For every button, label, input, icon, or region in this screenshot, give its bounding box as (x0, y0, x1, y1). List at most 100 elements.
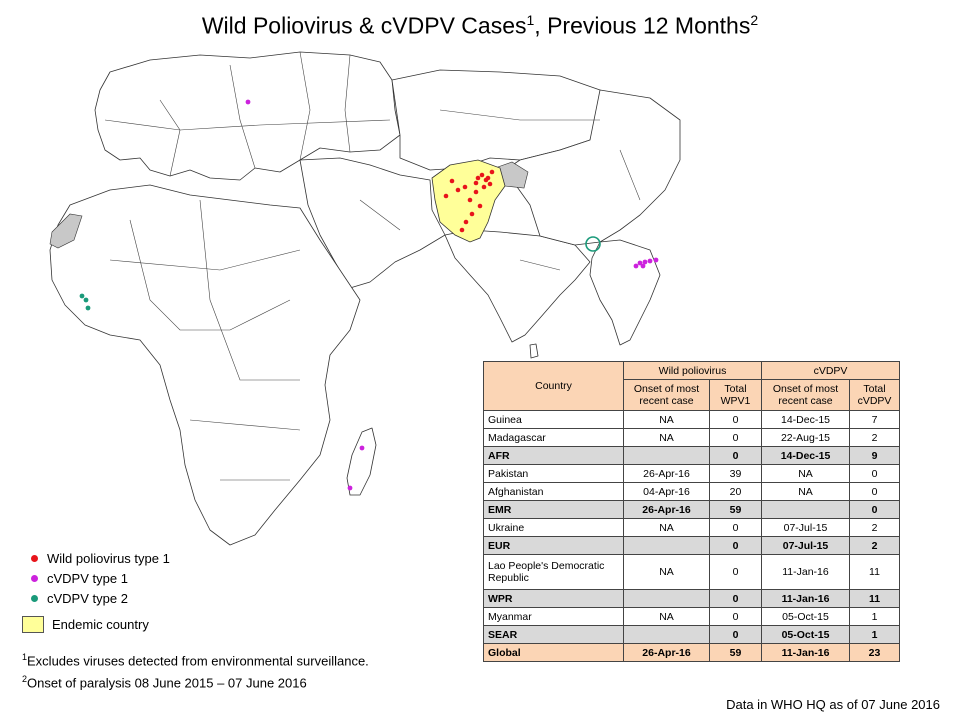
cell-c-onset: 11-Jan-16 (761, 643, 850, 662)
cell-c-onset: 22-Aug-15 (761, 428, 850, 447)
cell-country: AFR (483, 446, 624, 465)
col-wild-total: Total WPV1 (709, 379, 762, 411)
cell-w-onset: NA (623, 518, 710, 537)
cvdpv1-cases (245, 99, 659, 491)
col-country: Country (483, 361, 624, 411)
col-cvdpv-group: cVDPV (761, 361, 900, 380)
madagascar-landmass (346, 427, 377, 496)
cell-country: Madagascar (483, 428, 624, 447)
legend-wild: Wild poliovirus type 1 (22, 548, 170, 568)
cvdpv1-dot-icon (31, 574, 38, 582)
cell-w-onset: 26-Apr-16 (623, 643, 710, 662)
cell-c-total: 9 (849, 446, 900, 465)
footnote-2: 2Onset of paralysis 08 June 2015 – 07 Ju… (22, 674, 307, 691)
cell-c-onset: 11-Jan-16 (761, 554, 850, 590)
cell-country: Myanmar (483, 607, 624, 626)
southeast-asia-landmass (589, 239, 661, 346)
cell-w-onset: NA (623, 554, 710, 590)
cell-c-total: 7 (849, 410, 900, 429)
cell-c-total: 0 (849, 500, 900, 519)
cvdpv2-cases (79, 293, 91, 311)
cell-c-onset: 05-Oct-15 (761, 625, 850, 644)
cell-w-total: 0 (709, 625, 762, 644)
legend-cvdpv1: cVDPV type 1 (22, 568, 170, 588)
cell-c-onset: NA (761, 464, 850, 483)
map-legend: Wild poliovirus type 1 cVDPV type 1 cVDP… (22, 548, 170, 634)
cell-w-onset: 04-Apr-16 (623, 482, 710, 501)
cell-w-total: 0 (709, 589, 762, 608)
cell-country: Lao People's Democratic Republic (483, 554, 624, 590)
myanmar-case-ring (585, 236, 601, 252)
legend-cvdpv2: cVDPV type 2 (22, 588, 170, 608)
col-wild-onset: Onset of most recent case (623, 379, 710, 411)
table-row: Lao People's Democratic Republic NA 0 11-Ja… (483, 554, 900, 590)
cell-w-total: 0 (709, 518, 762, 537)
cell-w-total: 0 (709, 536, 762, 555)
cell-c-total: 11 (849, 554, 900, 590)
cell-country: Afghanistan (483, 482, 624, 501)
cell-country: WPR (483, 589, 624, 608)
south-asia-landmass (444, 229, 591, 343)
country-borders (104, 51, 641, 481)
cell-c-total: 2 (849, 518, 900, 537)
cell-c-total: 23 (849, 643, 900, 662)
table-row: EUR 0 07-Jul-15 2 (483, 536, 900, 555)
cell-w-total: 0 (709, 410, 762, 429)
table-row: Madagascar NA 0 22-Aug-15 2 (483, 428, 900, 447)
cell-country: Pakistan (483, 464, 624, 483)
cell-w-onset: NA (623, 410, 710, 429)
cell-c-onset (761, 500, 850, 519)
cell-w-onset: 26-Apr-16 (623, 500, 710, 519)
table-row: Pakistan 26-Apr-16 39 NA 0 (483, 464, 900, 483)
cell-c-onset: 07-Jul-15 (761, 518, 850, 537)
table-row: Afghanistan 04-Apr-16 20 NA 0 (483, 482, 900, 501)
cases-table: Country Wild poliovirus cVDPV Onset of m… (483, 361, 900, 662)
table-row: Guinea NA 0 14-Dec-15 7 (483, 410, 900, 429)
cell-c-onset: 07-Jul-15 (761, 536, 850, 555)
cell-c-total: 1 (849, 607, 900, 626)
table-row: EMR 26-Apr-16 59 0 (483, 500, 900, 519)
cell-w-onset (623, 446, 710, 465)
cell-w-total: 59 (709, 643, 762, 662)
table-row: Ukraine NA 0 07-Jul-15 2 (483, 518, 900, 537)
cell-w-total: 0 (709, 554, 762, 590)
wild-poliovirus-cases (443, 169, 495, 233)
col-cvdpv-total: Total cVDPV (849, 379, 900, 411)
cell-w-total: 59 (709, 500, 762, 519)
cell-country: SEAR (483, 625, 624, 644)
western-sahara-region (49, 213, 83, 249)
middle-east-landmass (299, 157, 446, 289)
cell-c-total: 0 (849, 482, 900, 501)
cell-w-onset: 26-Apr-16 (623, 464, 710, 483)
cell-w-total: 0 (709, 428, 762, 447)
footnotes: 1Excludes viruses detected from environm… (22, 648, 369, 693)
east-asia-landmass (504, 89, 681, 246)
cell-w-total: 20 (709, 482, 762, 501)
cell-c-total: 1 (849, 625, 900, 644)
cvdpv2-dot-icon (31, 594, 38, 602)
cell-w-total: 0 (709, 446, 762, 465)
cell-w-onset (623, 589, 710, 608)
col-cvdpv-onset: Onset of most recent case (761, 379, 850, 411)
cell-w-onset (623, 625, 710, 644)
cell-c-onset: 14-Dec-15 (761, 410, 850, 429)
wild-dot-icon (31, 554, 38, 562)
cell-country: EMR (483, 500, 624, 519)
cell-country: Ukraine (483, 518, 624, 537)
cell-c-onset: 14-Dec-15 (761, 446, 850, 465)
cell-c-onset: 05-Oct-15 (761, 607, 850, 626)
col-wild-group: Wild poliovirus (623, 361, 762, 380)
table-row: Myanmar NA 0 05-Oct-15 1 (483, 607, 900, 626)
table-row: AFR 0 14-Dec-15 9 (483, 446, 900, 465)
cell-c-total: 0 (849, 464, 900, 483)
map-title: Wild Poliovirus & cVDPV Cases1, Previous… (201, 12, 759, 39)
cell-country: Guinea (483, 410, 624, 429)
cell-w-onset: NA (623, 607, 710, 626)
cell-c-total: 2 (849, 536, 900, 555)
cell-country: EUR (483, 536, 624, 555)
cell-w-onset (623, 536, 710, 555)
cell-c-onset: 11-Jan-16 (761, 589, 850, 608)
cell-c-total: 11 (849, 589, 900, 608)
cell-country: Global (483, 643, 624, 662)
